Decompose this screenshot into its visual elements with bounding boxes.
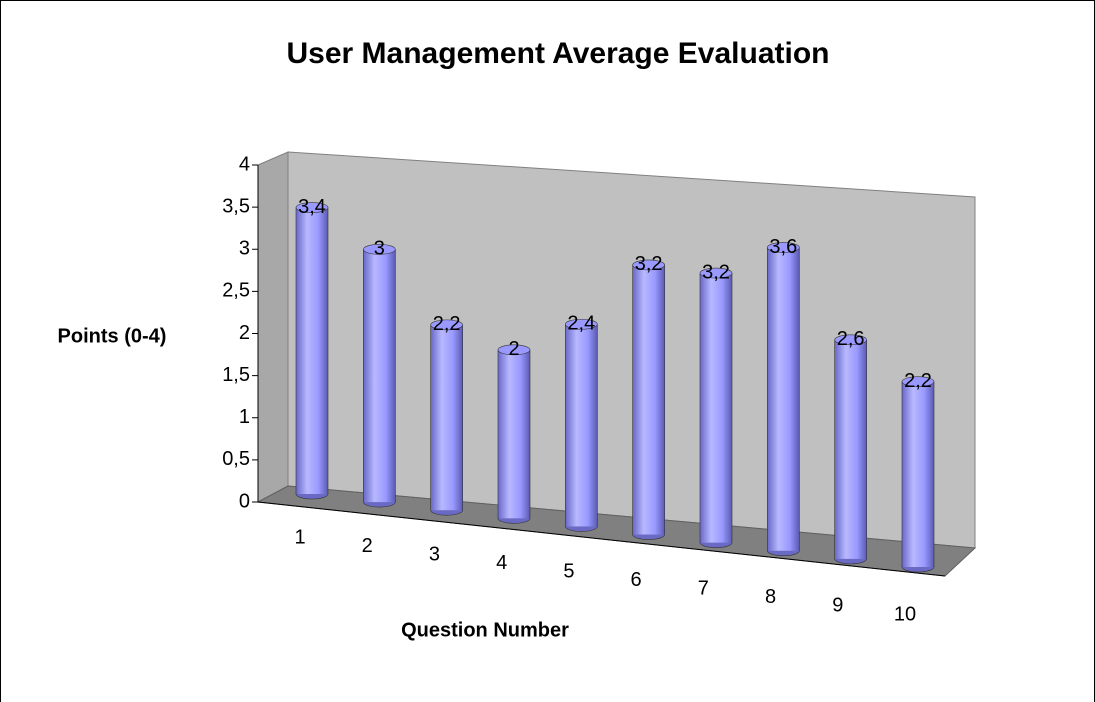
bar-outline <box>430 324 463 511</box>
bar <box>834 339 867 559</box>
bar-outline <box>834 339 867 559</box>
bar-top <box>497 344 531 356</box>
y-tick-label: 3,5 <box>222 195 250 217</box>
bar-top <box>363 244 396 255</box>
y-tick-label: 0,5 <box>222 448 250 470</box>
bar <box>700 273 732 543</box>
side-wall <box>257 151 289 503</box>
bar-top <box>699 267 733 279</box>
bar-top <box>901 376 935 387</box>
bar-outline <box>363 249 396 503</box>
value-label: 3,2 <box>635 253 663 275</box>
bar-top <box>632 259 665 271</box>
value-label: 3 <box>374 238 385 260</box>
bar <box>498 349 530 519</box>
x-axis-title: Question Number <box>401 619 569 641</box>
x-tick-label: 7 <box>698 578 709 600</box>
x-tick-label: 4 <box>496 552 507 574</box>
value-label: 3,6 <box>769 236 797 258</box>
value-label: 2,2 <box>904 370 932 392</box>
y-tick-label: 2 <box>239 322 250 344</box>
bar <box>296 207 328 495</box>
bar-top <box>295 202 329 213</box>
bar <box>902 381 934 567</box>
y-tick-label: 3 <box>239 238 250 260</box>
x-tick-label: 1 <box>294 526 305 548</box>
y-tick-label: 0 <box>239 490 250 512</box>
x-tick-label: 2 <box>362 535 373 557</box>
bar-top <box>767 242 800 253</box>
bar-top <box>565 318 598 330</box>
bar <box>632 264 665 535</box>
x-tick-label: 6 <box>631 569 642 591</box>
x-tick-label: 3 <box>429 543 440 565</box>
bar-top <box>834 334 867 346</box>
value-label: 3,4 <box>298 196 326 218</box>
bar-top <box>430 319 463 331</box>
value-label: 2,4 <box>567 313 595 335</box>
y-tick-label: 2,5 <box>222 280 250 302</box>
value-label: 2,2 <box>433 313 461 335</box>
value-label: 2,6 <box>837 328 865 350</box>
y-axis-title: Points (0-4) <box>58 325 167 347</box>
bar-outline <box>632 264 665 535</box>
value-label: 2 <box>508 338 519 360</box>
bar <box>767 247 800 551</box>
x-axis <box>257 501 946 577</box>
bar-outline <box>767 247 800 551</box>
bar-outline <box>295 207 329 494</box>
x-tick-label: 5 <box>563 561 574 583</box>
bar-outline <box>699 273 733 543</box>
bar <box>430 324 463 511</box>
x-tick-label: 10 <box>894 603 916 625</box>
y-tick-label: 4 <box>239 153 250 175</box>
bar-outline <box>497 349 531 519</box>
x-tick-label: 9 <box>832 595 843 617</box>
y-tick-label: 1,5 <box>222 364 250 386</box>
chart-title: User Management Average Evaluation <box>287 37 830 70</box>
y-tick-label: 1 <box>239 406 250 428</box>
bar <box>363 249 396 503</box>
bar <box>565 324 598 527</box>
value-label: 3,2 <box>702 261 730 283</box>
bar-outline <box>901 381 935 567</box>
bar-outline <box>565 324 598 527</box>
x-tick-label: 8 <box>765 586 776 608</box>
